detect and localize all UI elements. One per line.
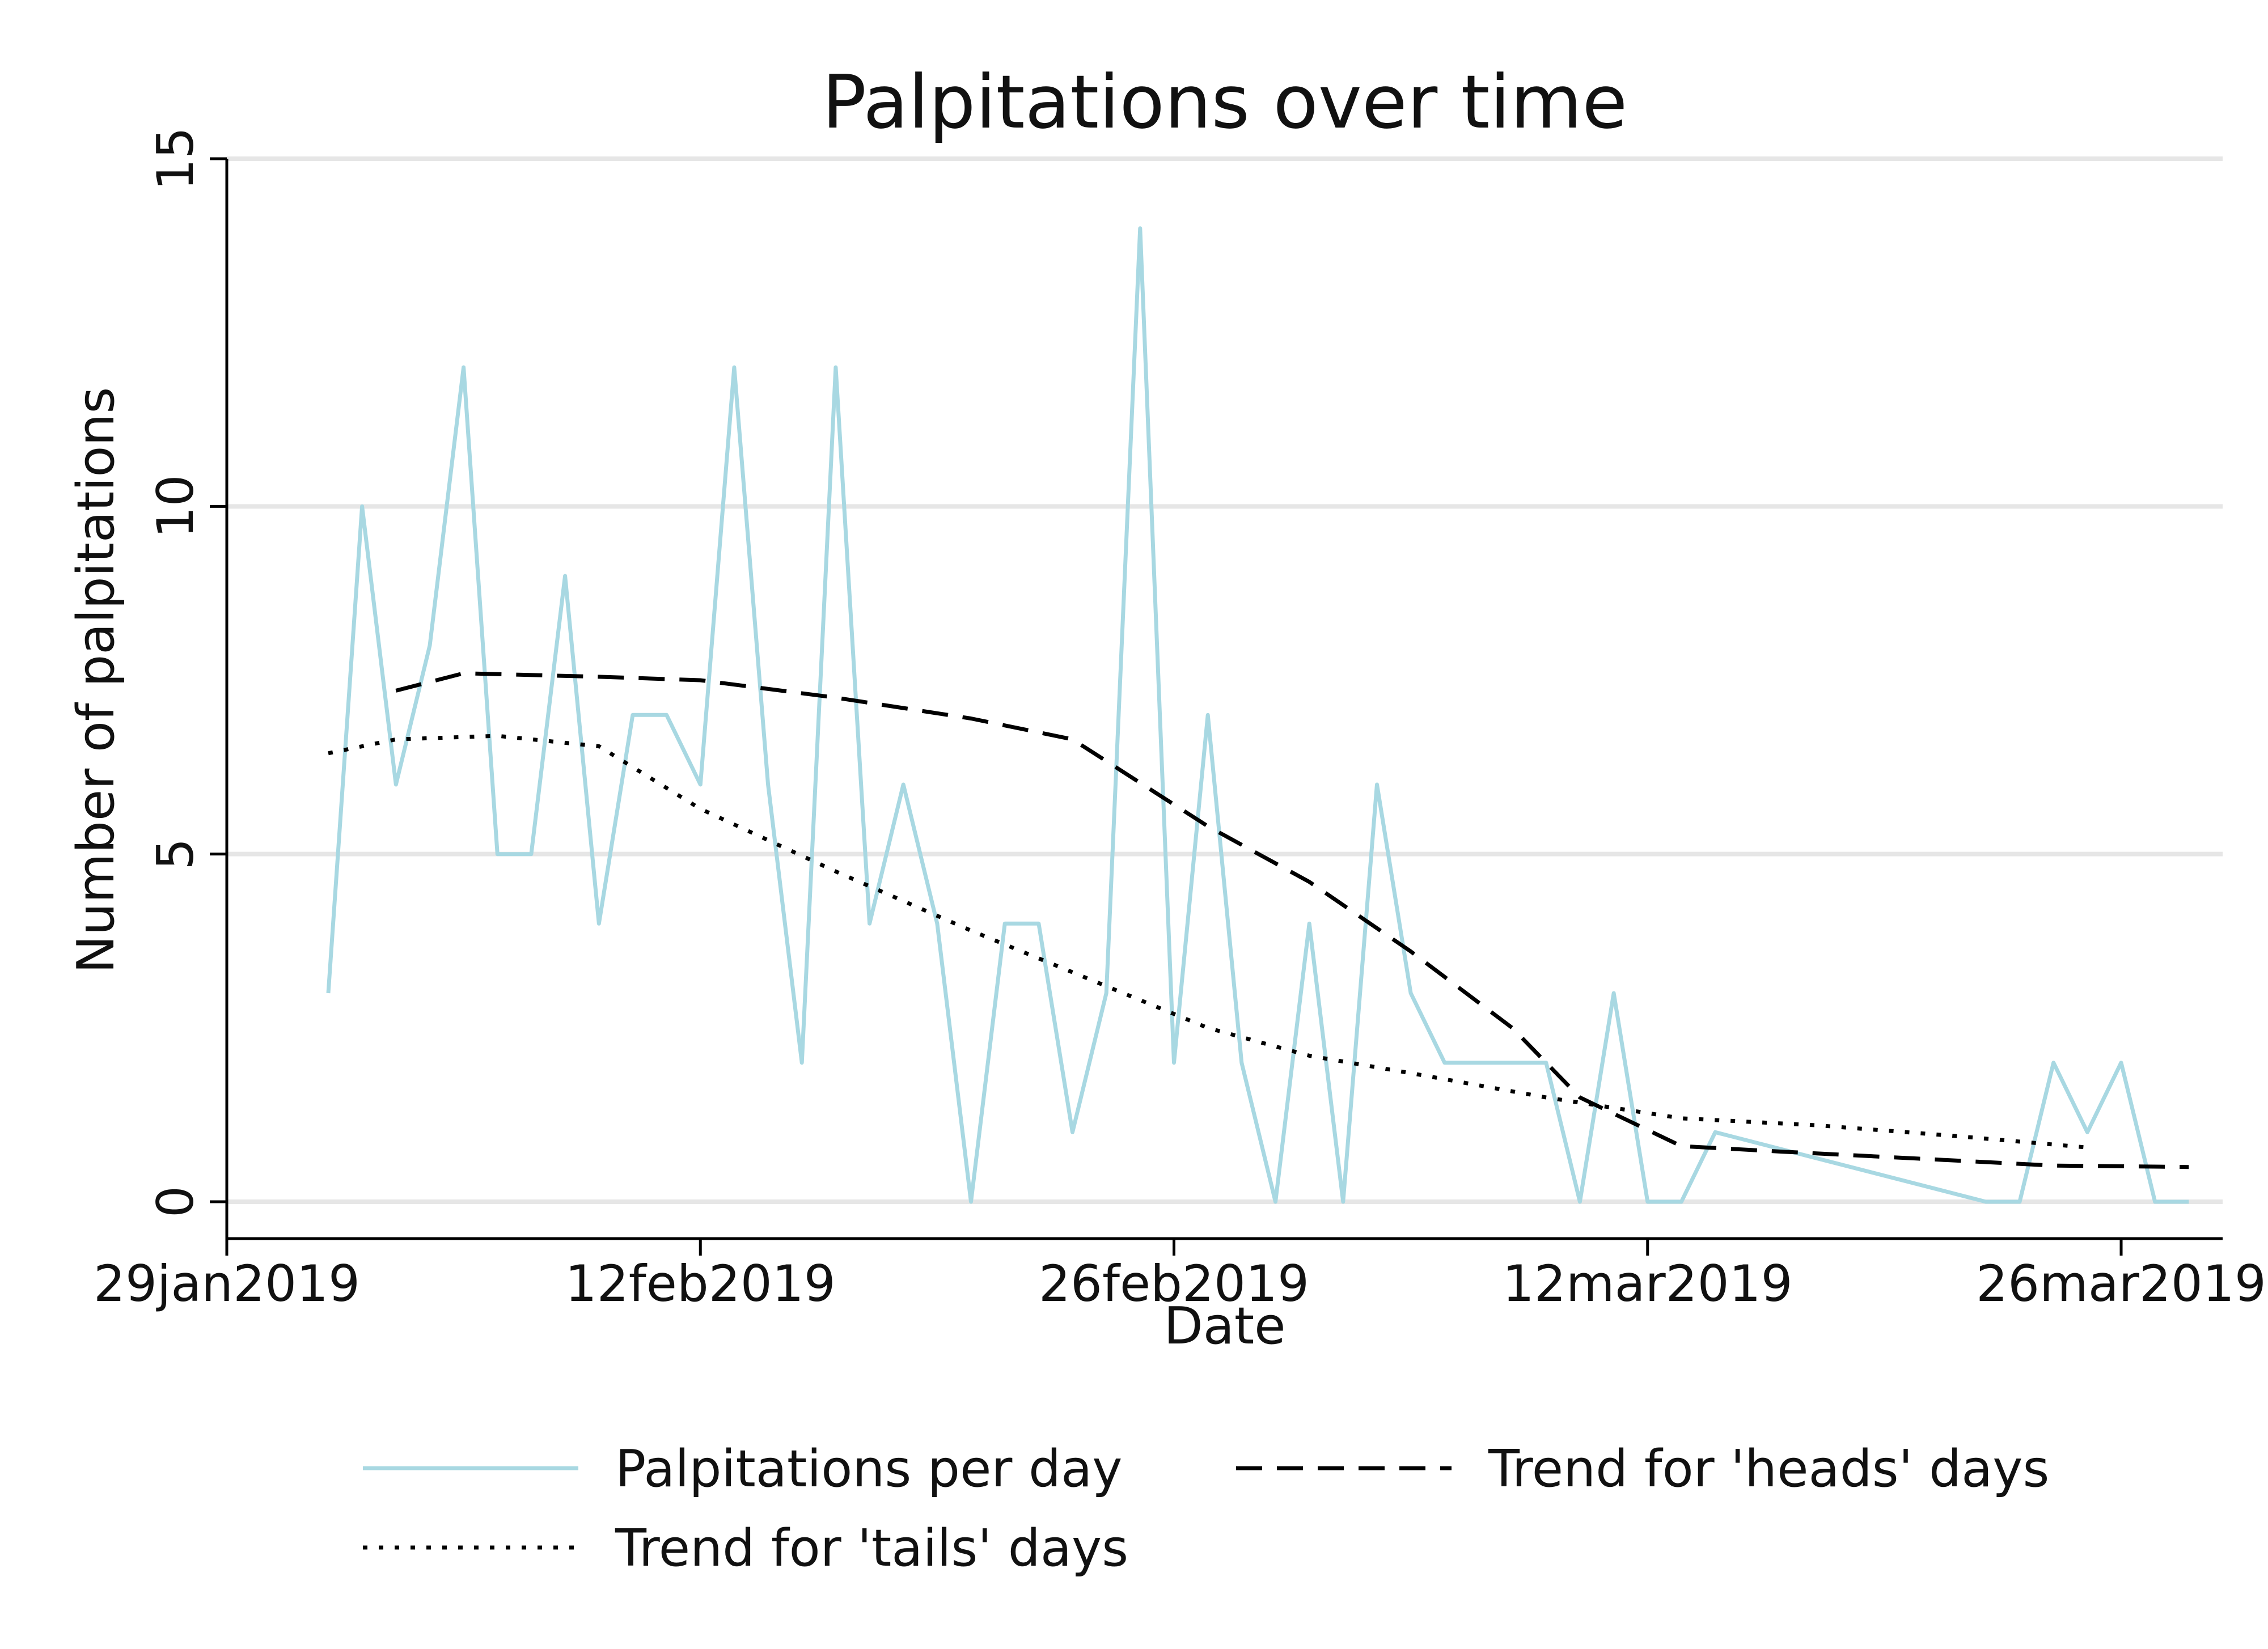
series-line (326, 226, 2189, 1204)
y-tick-label: 15 (146, 127, 205, 190)
legend-label: Trend for 'tails' days (615, 1519, 1128, 1578)
series-line (395, 671, 2189, 1169)
y-tick-label: 0 (146, 1186, 205, 1218)
grid (227, 156, 2223, 1204)
x-tick-label: 29jan2019 (94, 1254, 360, 1313)
axes: 0 5 10 15 29jan2019 12feb2019 26feb2019 12mar20… (94, 127, 2266, 1313)
series-line (328, 734, 2088, 1150)
series-layer (326, 226, 2189, 1204)
y-tick-label: 10 (146, 474, 205, 538)
x-tick-label: 12mar2019 (1503, 1254, 1793, 1313)
chart-title: Palpitations over time (822, 59, 1628, 145)
legend-label: Trend for 'heads' days (1488, 1439, 2049, 1499)
x-axis-label: Date (1163, 1296, 1285, 1356)
x-tick-label: 26feb2019 (1039, 1254, 1309, 1313)
y-axis-label: Number of palpitations (66, 387, 126, 974)
legend-label: Palpitations per day (615, 1439, 1123, 1499)
y-tick-label: 5 (146, 838, 205, 870)
x-tick-label: 12feb2019 (565, 1254, 836, 1313)
legend: Palpitations per day Trend for 'heads' da… (363, 1439, 2049, 1578)
x-tick-label: 26mar2019 (1976, 1254, 2266, 1313)
